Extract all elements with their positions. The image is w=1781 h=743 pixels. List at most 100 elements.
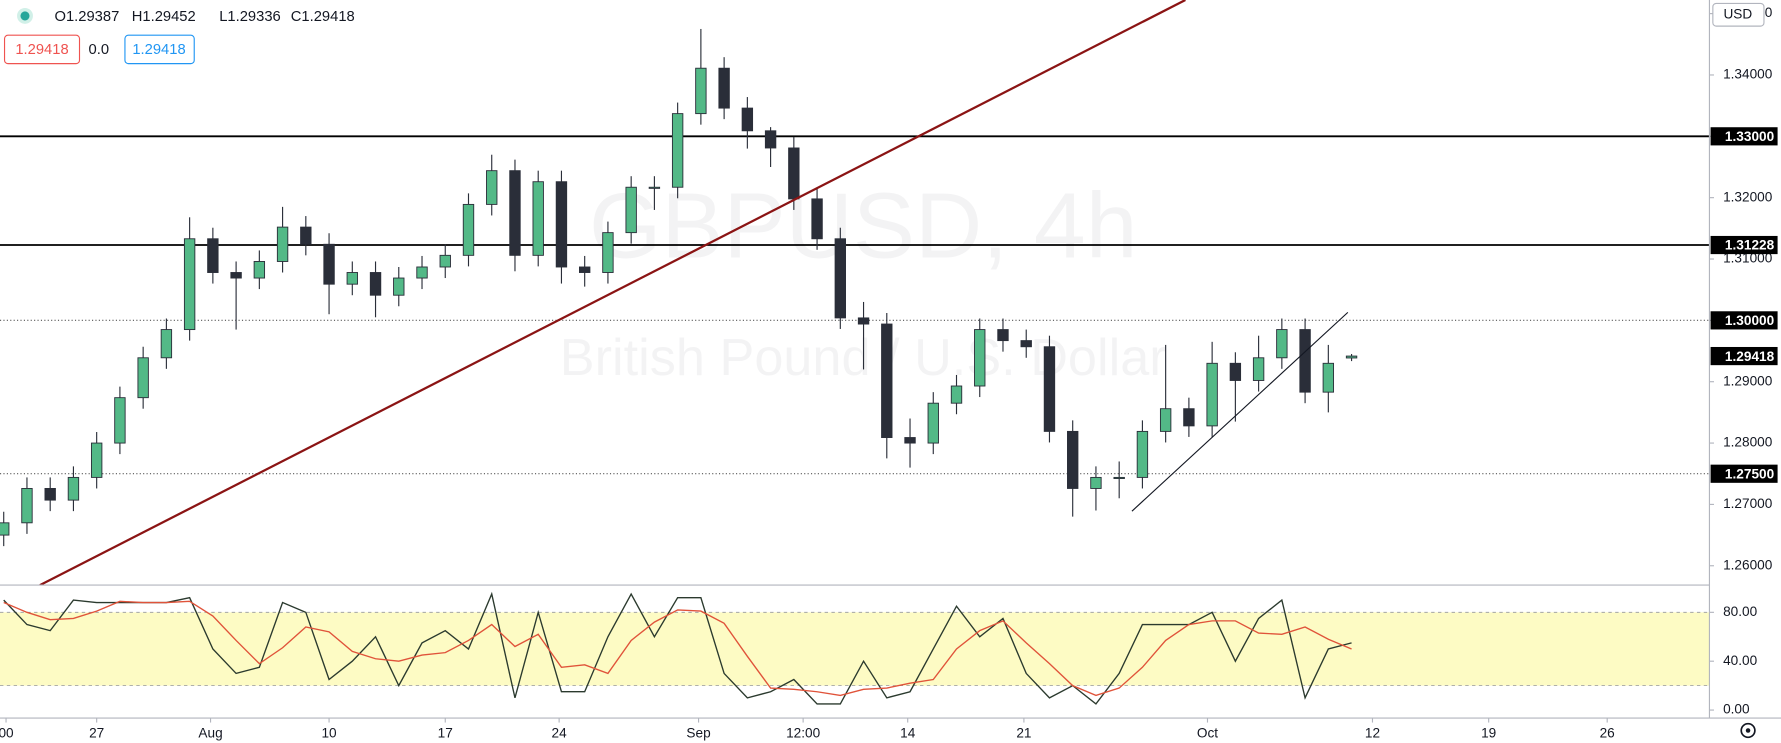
candle-body — [1345, 355, 1358, 359]
settings-button[interactable] — [1740, 722, 1756, 739]
y-tick-label: 1.31000 — [1723, 251, 1773, 266]
candle-body — [834, 238, 846, 319]
last-price-label: 1.29418 — [1725, 349, 1775, 364]
candle-body — [1299, 329, 1311, 393]
candle-body — [509, 170, 521, 256]
candle-body — [648, 186, 661, 189]
candle-body — [1113, 476, 1125, 480]
candle-body — [44, 488, 56, 501]
legend-header: O1.29387 H1.29452 L1.29336 C1.29418 1.29… — [3, 7, 355, 65]
level-label: 1.33000 — [1725, 129, 1775, 144]
y-tick-label: 1.34000 — [1723, 67, 1773, 82]
candle-body — [857, 317, 870, 325]
osc-y-tick-label: 40.00 — [1723, 653, 1758, 668]
candle-body — [253, 261, 266, 279]
candle-body — [764, 130, 777, 149]
level-box — [1710, 235, 1778, 255]
x-tick-label: 24 — [552, 726, 568, 741]
candle-body — [927, 402, 939, 444]
oscillator-pane — [0, 591, 1710, 705]
status-dot — [20, 11, 30, 21]
x-tick-label: 21 — [1016, 726, 1031, 741]
candle-body — [160, 329, 173, 359]
candle-body — [1229, 362, 1242, 381]
price-pane — [0, 0, 1710, 586]
x-tick-label: 26 — [1600, 726, 1615, 741]
x-tick-label: 27 — [89, 726, 104, 741]
candle-body — [1322, 362, 1335, 393]
oscillator-line — [3, 600, 1352, 697]
candle-body — [904, 437, 916, 444]
trendline — [1131, 311, 1349, 512]
x-tick-label: 12:00 — [786, 726, 821, 741]
level-box — [1710, 127, 1778, 146]
osc-y-tick-label: 0.00 — [1723, 702, 1750, 717]
oscillator-line — [3, 591, 1352, 705]
candle-body — [393, 277, 405, 296]
axis-labels: 1.26000 1.27000 1.28000 1.29000 1.30000 1.310… — [0, 5, 1778, 741]
candle-body — [1276, 329, 1288, 359]
y-tick-label: 1.29000 — [1723, 373, 1773, 388]
candle-body — [183, 238, 196, 331]
candle-body — [1252, 357, 1265, 381]
y-tick-label: 1.26000 — [1723, 557, 1773, 572]
osc-y-tick-label: 80.00 — [1723, 604, 1758, 619]
candle-body — [90, 442, 103, 478]
ohlc-close: C1.29418 — [291, 9, 355, 25]
x-tick-label: Aug — [198, 726, 222, 741]
candle-body — [788, 147, 800, 200]
currency-button[interactable]: USD — [1712, 2, 1765, 27]
buy-box[interactable] — [124, 34, 195, 65]
sell-price[interactable]: 1.29418 — [15, 42, 68, 58]
candle-body — [555, 181, 568, 268]
candle-body — [300, 226, 312, 245]
ohlc-low: L1.29336 — [219, 9, 281, 25]
candle-body — [137, 357, 149, 399]
candle-body — [462, 203, 475, 256]
currency-label[interactable]: USD — [1723, 6, 1752, 21]
candle-body — [1206, 362, 1218, 427]
candle-body — [439, 254, 451, 268]
candle-body — [276, 226, 289, 262]
candle-body — [346, 272, 358, 285]
candle-body — [881, 323, 893, 438]
candle-body — [718, 67, 730, 109]
candle-body — [1159, 408, 1172, 432]
y-tick-label: 1.27000 — [1723, 496, 1773, 511]
candle-body — [974, 329, 986, 387]
candle-body — [741, 107, 754, 132]
currency-box[interactable] — [1712, 2, 1765, 27]
settings-gear-hub[interactable] — [1745, 728, 1751, 733]
level-box — [1710, 311, 1778, 330]
candle-body — [532, 181, 544, 256]
candle-body — [207, 238, 219, 273]
candle-body — [369, 272, 382, 296]
candle-body — [1020, 340, 1032, 348]
ohlc-open: O1.29387 — [55, 9, 120, 25]
watermark-symbol: GBPUSD, 4h — [589, 174, 1138, 278]
candle-body — [1090, 476, 1102, 489]
y-tick-label: 1.32000 — [1723, 189, 1773, 204]
candle-body — [1183, 408, 1195, 427]
candle-body — [67, 476, 80, 501]
trendline — [39, 0, 1186, 586]
last-price-box — [1710, 346, 1778, 366]
sell-box[interactable] — [3, 34, 81, 65]
buy-price[interactable]: 1.29418 — [132, 42, 185, 58]
candle-body — [671, 113, 684, 188]
x-tick-label: 17 — [438, 726, 453, 741]
spread: 0.0 — [89, 42, 110, 58]
candle-body — [695, 67, 707, 115]
settings-gear[interactable] — [1740, 722, 1756, 739]
candle-body — [1067, 430, 1079, 489]
candle-body — [230, 272, 242, 279]
candle-body — [625, 186, 637, 234]
y-tick-label: 1.28000 — [1723, 435, 1773, 450]
level-label: 1.31228 — [1725, 238, 1775, 253]
level-label: 1.27500 — [1725, 466, 1775, 481]
candle-body — [1136, 430, 1149, 478]
x-tick-label: Sep — [686, 726, 710, 741]
oscillator-band — [0, 612, 1710, 686]
level-label: 1.30000 — [1725, 313, 1775, 328]
